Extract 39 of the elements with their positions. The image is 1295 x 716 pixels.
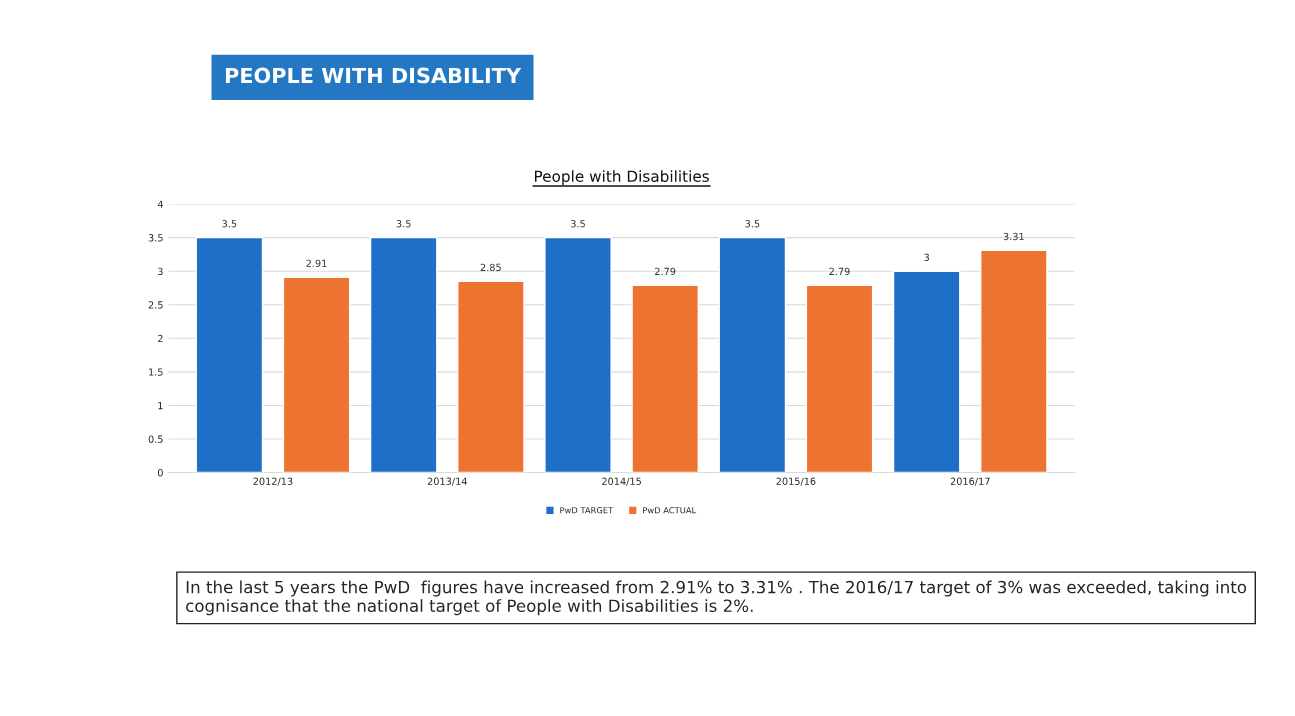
bar xyxy=(631,284,699,473)
data-label: 3 xyxy=(924,253,929,261)
x-tick-label: 2013/14 xyxy=(427,477,467,486)
bar xyxy=(980,249,1048,473)
y-tick-label: 1.5 xyxy=(149,368,163,376)
data-label: 3.5 xyxy=(745,220,760,228)
y-tick-label: 0.5 xyxy=(148,435,163,443)
x-tick-label: 2012/13 xyxy=(253,477,293,486)
data-label: 2.85 xyxy=(480,263,501,272)
data-label: 3.31 xyxy=(1003,232,1024,241)
data-label: 3.5 xyxy=(396,220,411,228)
data-label: 3.5 xyxy=(222,220,237,228)
y-tick-label: 0 xyxy=(157,469,163,477)
data-label: 2.79 xyxy=(829,267,850,276)
y-tick-label: 3.5 xyxy=(148,234,163,242)
data-label: 3.5 xyxy=(571,220,585,228)
text: In the last 5 years the PwD figures have increased from 2.91% to 3.31% . The 2016/17 target of 3% was exceeded, taking into cognisance that the national target of People with Disabilities is 2%. xyxy=(186,580,1247,616)
bar xyxy=(457,280,525,473)
legend-label: PwD TARGET xyxy=(560,507,614,514)
data-label: 2.79 xyxy=(655,267,676,276)
x-tick-label: 2015/16 xyxy=(776,477,816,486)
chart-subtitle: People with Disabilities xyxy=(534,170,709,185)
bar xyxy=(892,270,961,473)
bar xyxy=(544,236,612,473)
x-tick-label: 2016/17 xyxy=(950,477,990,486)
y-tick-label: 1 xyxy=(158,402,163,410)
y-tick-label: 2 xyxy=(158,334,163,342)
chart-title: PEOPLE WITH DISABILITY xyxy=(225,67,522,84)
data-label: 2.91 xyxy=(306,259,327,268)
y-tick-label: 3 xyxy=(158,267,163,276)
bar xyxy=(282,276,351,473)
bar xyxy=(369,236,438,473)
x-tick-label: 2014/15 xyxy=(602,477,641,486)
y-tick-label: 4 xyxy=(157,200,163,208)
bar xyxy=(718,236,787,473)
y-tick-label: 2.5 xyxy=(148,301,163,309)
bar xyxy=(805,284,874,473)
legend-label: PwD ACTUAL xyxy=(643,507,697,514)
bar xyxy=(195,236,264,473)
